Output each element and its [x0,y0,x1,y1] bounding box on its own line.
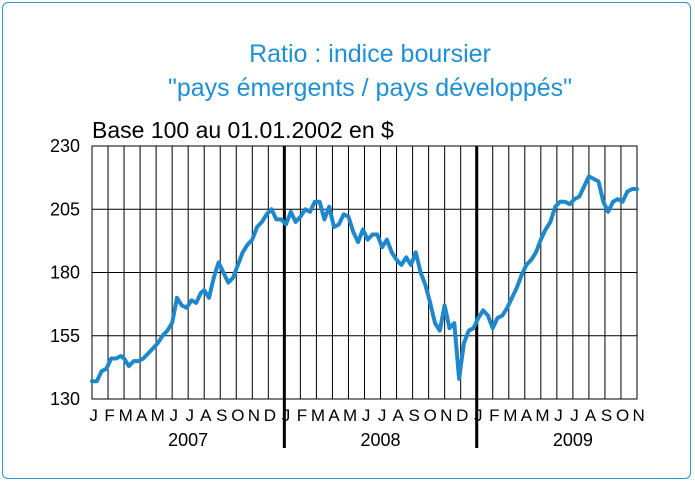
year-label: 2009 [553,430,593,450]
chart-title-line-1: Ratio : indice boursier [249,40,491,68]
y-tick-label: 230 [50,136,80,156]
x-tick-label: M [151,406,165,425]
x-tick-label: F [297,406,307,425]
y-tick-label: 180 [50,263,80,283]
x-tick-label: A [328,406,340,425]
x-tick-label: S [216,406,227,425]
x-tick-label: S [409,406,420,425]
x-tick-label: M [311,406,325,425]
y-axis: 130 155 180 205 230 [50,136,80,409]
year-label: 2008 [361,430,401,450]
x-tick-label: M [535,406,549,425]
x-tick-label: N [248,406,260,425]
grid [91,145,638,448]
x-tick-label: F [104,406,114,425]
x-tick-label: A [392,406,404,425]
x-tick-label: J [474,406,483,425]
x-tick-label: M [119,406,133,425]
x-tick-label: A [200,406,212,425]
x-tick-label: O [616,406,629,425]
x-tick-label: J [554,406,563,425]
x-tick-label: O [424,406,437,425]
x-tick-label: N [440,406,452,425]
x-tick-label: J [362,406,371,425]
series-line [90,174,639,384]
chart-title-line-2: "pays émergents / pays développés" [168,74,572,102]
x-tick-label: J [282,406,291,425]
x-tick-label: J [170,406,179,425]
x-tick-label: D [264,406,276,425]
x-tick-label: J [378,406,387,425]
x-tick-label: D [456,406,468,425]
x-tick-label: O [231,406,244,425]
year-label: 2007 [168,430,208,450]
x-tick-label: J [186,406,195,425]
y-tick-label: 130 [50,389,80,409]
x-tick-label: F [489,406,499,425]
x-tick-label: A [521,406,533,425]
x-tick-label: M [503,406,517,425]
plot-area [90,174,639,384]
x-tick-label: M [343,406,357,425]
chart-subtitle: Base 100 au 01.01.2002 en $ [92,117,394,143]
y-tick-label: 155 [50,326,80,346]
x-tick-label: A [136,406,148,425]
x-tick-label: A [585,406,597,425]
x-tick-label: J [89,406,98,425]
plot-border [91,145,638,400]
x-tick-label: J [570,406,579,425]
x-tick-label: N [632,406,644,425]
y-tick-label: 205 [50,199,80,219]
x-tick-label: S [601,406,612,425]
